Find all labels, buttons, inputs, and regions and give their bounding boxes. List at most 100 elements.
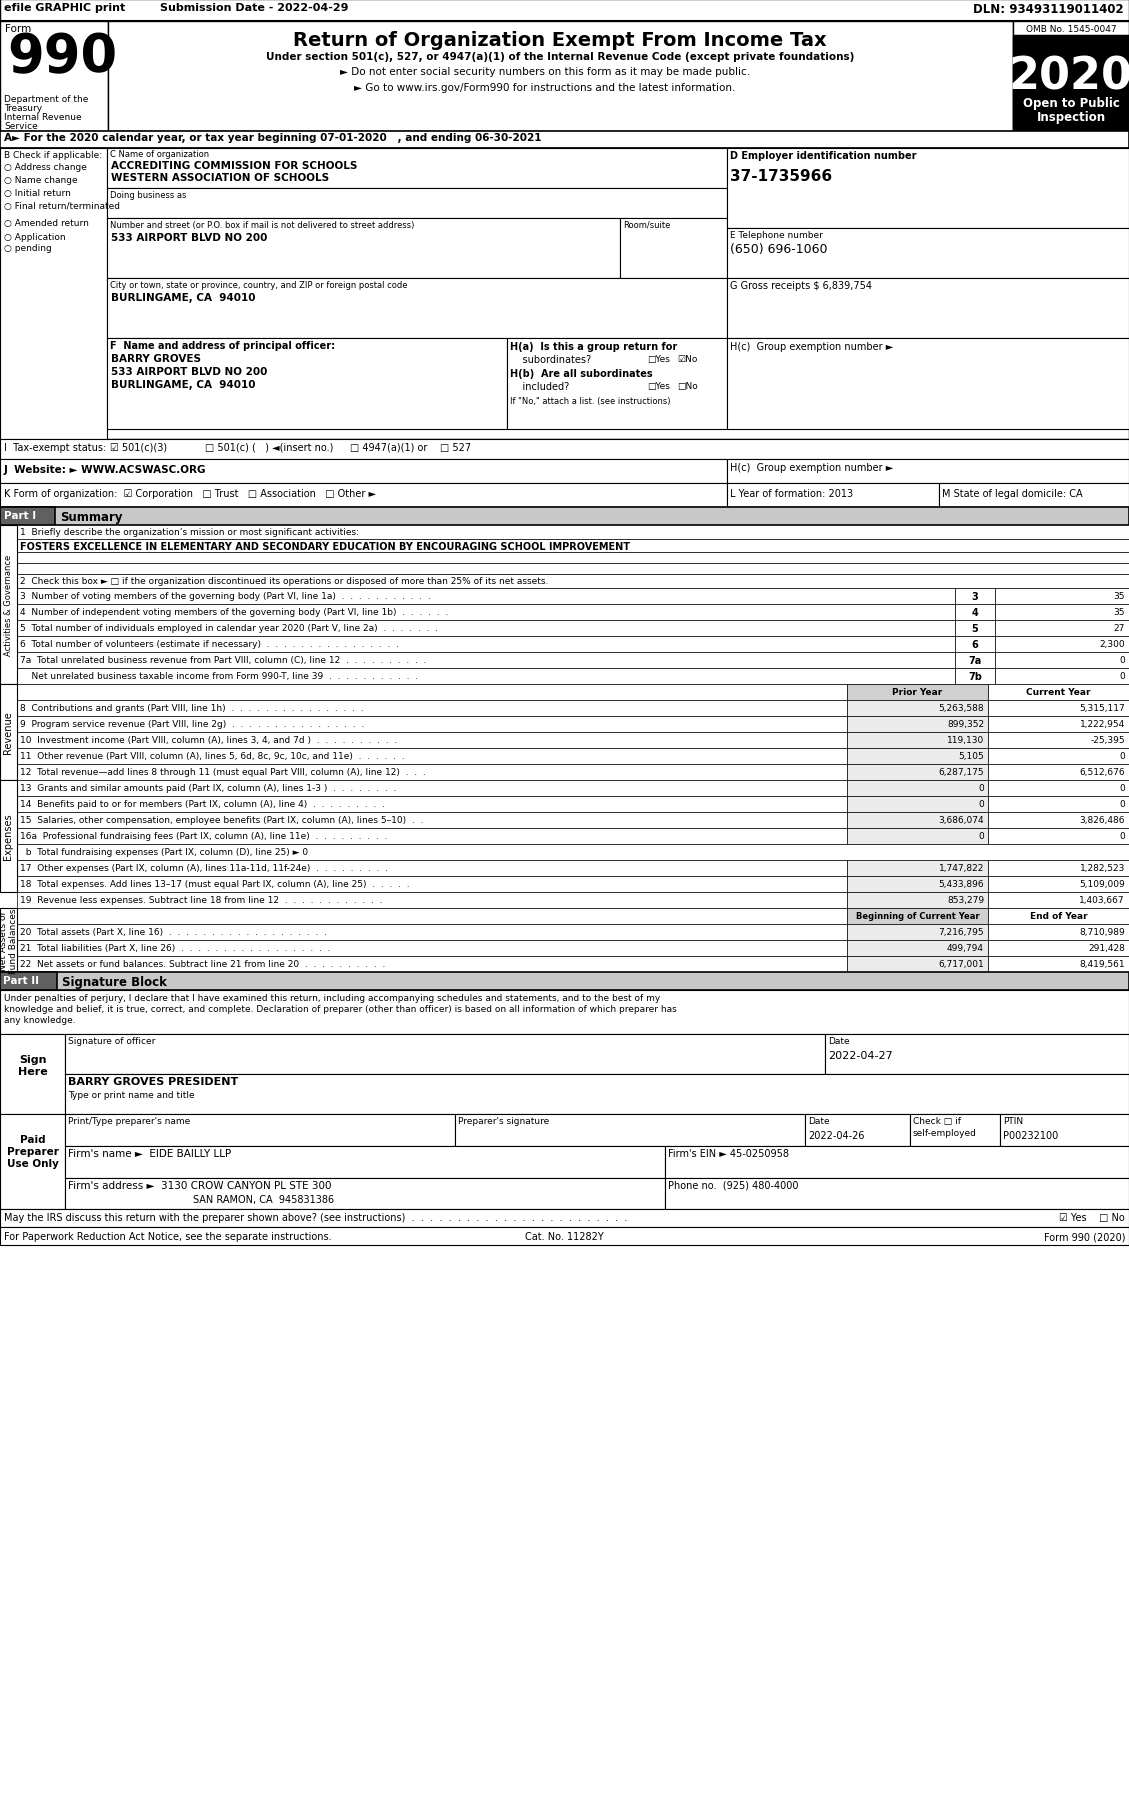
Text: 119,130: 119,130 [947,735,984,744]
Bar [847,717,988,732]
Text: If "No," attach a list. (see instructions): If "No," attach a list. (see instruction… [510,398,671,407]
Bar [0,990,1129,1034]
Bar [988,717,1129,732]
Text: 0: 0 [1119,752,1124,761]
Bar [847,732,988,748]
Bar [847,940,988,956]
Text: 2  Check this box ► □ if the organization discontinued its operations or dispose: 2 Check this box ► □ if the organization… [20,576,549,585]
Text: ☑ 501(c)(3): ☑ 501(c)(3) [110,443,167,454]
Bar [0,148,107,439]
Bar [108,22,1013,132]
Bar [17,564,1129,575]
Text: May the IRS discuss this return with the preparer shown above? (see instructions: May the IRS discuss this return with the… [5,1212,628,1222]
Bar [0,148,1129,439]
Bar [995,589,1129,605]
Text: Preparer: Preparer [7,1146,59,1156]
Text: FOSTERS EXCELLENCE IN ELEMENTARY AND SECONDARY EDUCATION BY ENCOURAGING SCHOOL I: FOSTERS EXCELLENCE IN ELEMENTARY AND SEC… [20,542,630,551]
Bar [107,148,727,190]
Text: DLN: 93493119011402: DLN: 93493119011402 [973,4,1124,16]
Text: 9  Program service revenue (Part VIII, line 2g)  .  .  .  .  .  .  .  .  .  .  .: 9 Program service revenue (Part VIII, li… [20,719,365,728]
Bar [995,636,1129,652]
Bar [0,22,108,132]
Text: 19  Revenue less expenses. Subtract line 18 from line 12  .  .  .  .  .  .  .  .: 19 Revenue less expenses. Subtract line … [20,896,383,905]
Bar [107,190,727,219]
Text: F  Name and address of principal officer:: F Name and address of principal officer: [110,342,335,351]
Text: 17  Other expenses (Part IX, column (A), lines 11a-11d, 11f-24e)  .  .  .  .  . : 17 Other expenses (Part IX, column (A), … [20,864,388,873]
Text: Form 990 (2020): Form 990 (2020) [1043,1231,1124,1241]
Bar [0,0,1129,22]
Text: Treasury: Treasury [5,105,42,112]
Bar [65,1115,455,1146]
Text: 990: 990 [7,31,117,83]
Bar [988,701,1129,717]
Text: 16a  Professional fundraising fees (Part IX, column (A), line 11e)  .  .  .  .  : 16a Professional fundraising fees (Part … [20,831,387,840]
Bar [17,732,847,748]
Text: End of Year: End of Year [1030,911,1087,920]
Text: 7b: 7b [968,672,982,681]
Text: Signature of officer: Signature of officer [68,1037,156,1046]
Text: Print/Type preparer's name: Print/Type preparer's name [68,1117,191,1126]
Bar [955,669,995,685]
Text: Prior Year: Prior Year [892,688,943,698]
Text: (650) 696-1060: (650) 696-1060 [730,242,828,257]
Bar [17,701,847,717]
Text: 2,300: 2,300 [1100,640,1124,649]
Text: 899,352: 899,352 [947,719,984,728]
Bar [17,860,847,876]
Text: Firm's name ►  EIDE BAILLY LLP: Firm's name ► EIDE BAILLY LLP [68,1149,231,1158]
Bar [847,876,988,893]
Bar [17,940,847,956]
Text: 4  Number of independent voting members of the governing body (Part VI, line 1b): 4 Number of independent voting members o… [20,607,448,616]
Bar [0,508,1129,526]
Text: 5  Total number of individuals employed in calendar year 2020 (Part V, line 2a) : 5 Total number of individuals employed i… [20,623,438,632]
Bar [847,925,988,940]
Text: 18  Total expenses. Add lines 13–17 (must equal Part IX, column (A), line 25)  .: 18 Total expenses. Add lines 13–17 (must… [20,880,410,889]
Text: I  Tax-exempt status:: I Tax-exempt status: [5,443,106,454]
Text: 20  Total assets (Part X, line 16)  .  .  .  .  .  .  .  .  .  .  .  .  .  .  . : 20 Total assets (Part X, line 16) . . . … [20,927,327,936]
Bar [727,340,1129,430]
Bar [847,748,988,764]
Text: Under section 501(c), 527, or 4947(a)(1) of the Internal Revenue Code (except pr: Under section 501(c), 527, or 4947(a)(1)… [265,52,855,61]
Bar [0,909,17,972]
Bar [988,685,1129,701]
Bar [17,781,847,797]
Bar [0,22,1129,132]
Bar [847,860,988,876]
Text: □ 4947(a)(1) or: □ 4947(a)(1) or [350,443,428,454]
Bar [988,748,1129,764]
Bar [17,553,1129,564]
Text: ☑No: ☑No [677,354,698,363]
Bar [847,893,988,909]
Text: any knowledge.: any knowledge. [5,1016,76,1025]
Text: Current Year: Current Year [1026,688,1091,698]
Text: Service: Service [5,121,37,130]
Bar [847,909,988,925]
Text: Inspection: Inspection [1036,110,1105,125]
Bar [0,972,1129,990]
Bar [988,829,1129,844]
Bar [988,909,1129,925]
Text: 0: 0 [978,784,984,793]
Text: 6: 6 [972,640,979,651]
Text: 35: 35 [1113,591,1124,600]
Text: ○ Initial return: ○ Initial return [5,190,71,199]
Text: □ 527: □ 527 [440,443,471,454]
Bar [0,484,727,508]
Text: Firm's EIN ► 45-0250958: Firm's EIN ► 45-0250958 [668,1149,789,1158]
Bar [0,685,17,781]
Text: included?: included? [510,381,569,392]
Text: 0: 0 [1119,656,1124,665]
Text: BURLINGAME, CA  94010: BURLINGAME, CA 94010 [111,379,255,390]
Text: 8,419,561: 8,419,561 [1079,960,1124,969]
Bar [939,484,1129,508]
Text: P00232100: P00232100 [1003,1131,1058,1140]
Bar [17,652,955,669]
Text: BARRY GROVES: BARRY GROVES [111,354,201,363]
Text: Room/suite: Room/suite [623,220,671,229]
Text: D Employer identification number: D Employer identification number [730,152,917,161]
Bar [847,685,988,701]
Text: subordinates?: subordinates? [510,354,592,365]
Bar [988,732,1129,748]
Bar [17,813,847,829]
Bar [17,797,847,813]
